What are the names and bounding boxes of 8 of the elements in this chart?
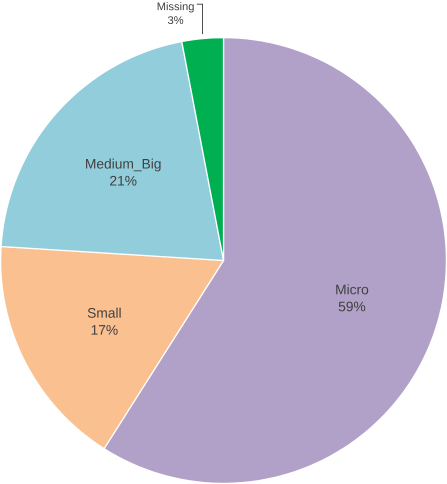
slice-label: Medium_Big bbox=[86, 158, 161, 172]
data-label: 3% bbox=[168, 16, 184, 24]
slice-label: Small bbox=[88, 308, 121, 318]
data-label: 59% bbox=[338, 302, 366, 312]
slice-label: Missing bbox=[158, 2, 194, 12]
slice-label: Micro bbox=[336, 284, 368, 294]
data-label: 21% bbox=[110, 176, 136, 186]
data-label: 17% bbox=[92, 325, 118, 335]
